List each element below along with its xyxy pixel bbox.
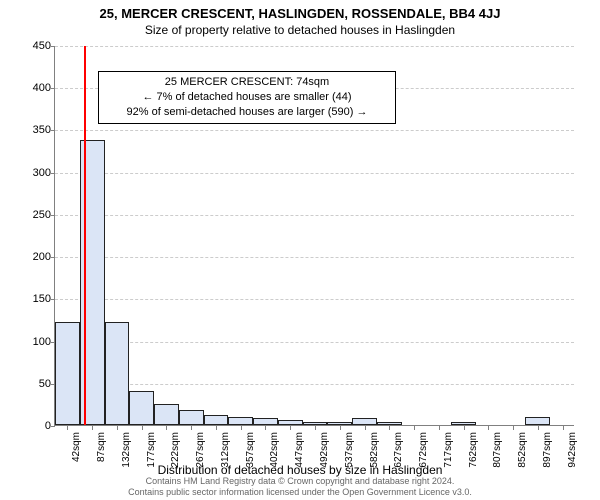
x-tick-mark: [191, 426, 192, 430]
y-tick-mark: [51, 215, 55, 216]
x-tick-mark: [241, 426, 242, 430]
y-tick-mark: [51, 173, 55, 174]
x-tick-label: 177sqm: [146, 430, 157, 468]
gridline: [55, 173, 574, 174]
x-tick-mark: [67, 426, 68, 430]
x-tick-label: 852sqm: [517, 430, 528, 468]
histogram-bar: [327, 422, 352, 425]
histogram-bar: [55, 322, 80, 425]
gridline: [55, 384, 574, 385]
histogram-bar: [105, 322, 130, 425]
x-tick-label: 357sqm: [245, 430, 256, 468]
chart-title-main: 25, MERCER CRESCENT, HASLINGDEN, ROSSEND…: [0, 0, 600, 21]
x-tick-mark: [265, 426, 266, 430]
x-tick-mark: [315, 426, 316, 430]
chart-area: 05010015020025030035040045042sqm87sqm132…: [54, 46, 574, 426]
gridline: [55, 257, 574, 258]
x-tick-label: 492sqm: [319, 430, 330, 468]
x-tick-mark: [365, 426, 366, 430]
histogram-bar: [129, 391, 154, 425]
gridline: [55, 215, 574, 216]
gridline: [55, 342, 574, 343]
histogram-bar: [451, 422, 476, 425]
gridline: [55, 46, 574, 47]
x-tick-label: 87sqm: [96, 430, 107, 462]
y-tick-mark: [51, 426, 55, 427]
x-tick-mark: [513, 426, 514, 430]
y-tick-mark: [51, 46, 55, 47]
histogram-bar: [228, 417, 253, 425]
x-tick-label: 807sqm: [492, 430, 503, 468]
x-tick-mark: [414, 426, 415, 430]
x-tick-label: 267sqm: [195, 430, 206, 468]
x-tick-mark: [488, 426, 489, 430]
x-tick-label: 762sqm: [468, 430, 479, 468]
x-tick-label: 402sqm: [269, 430, 280, 468]
x-tick-label: 447sqm: [294, 430, 305, 468]
y-tick-mark: [51, 257, 55, 258]
gridline: [55, 299, 574, 300]
property-marker-line: [84, 46, 86, 425]
x-tick-label: 42sqm: [71, 430, 82, 462]
footer-line1: Contains HM Land Registry data © Crown c…: [0, 476, 600, 487]
x-tick-label: 537sqm: [344, 430, 355, 468]
footer-attribution: Contains HM Land Registry data © Crown c…: [0, 476, 600, 498]
histogram-bar: [278, 420, 303, 425]
histogram-bar: [204, 415, 229, 425]
x-tick-label: 132sqm: [121, 430, 132, 468]
x-tick-mark: [290, 426, 291, 430]
x-tick-mark: [166, 426, 167, 430]
x-tick-mark: [439, 426, 440, 430]
x-tick-mark: [538, 426, 539, 430]
x-tick-mark: [563, 426, 564, 430]
annotation-line3: 92% of semi-detached houses are larger (…: [105, 105, 389, 120]
y-tick-mark: [51, 130, 55, 131]
annotation-box: 25 MERCER CRESCENT: 74sqm ← 7% of detach…: [98, 71, 396, 124]
x-tick-mark: [389, 426, 390, 430]
histogram-bar: [154, 404, 179, 425]
x-tick-mark: [92, 426, 93, 430]
annotation-line1: 25 MERCER CRESCENT: 74sqm: [105, 75, 389, 90]
histogram-bar: [303, 422, 328, 425]
annotation-line2: ← 7% of detached houses are smaller (44): [105, 90, 389, 105]
histogram-bar: [253, 418, 278, 425]
histogram-bar: [525, 417, 550, 425]
x-tick-label: 897sqm: [542, 430, 553, 468]
x-tick-label: 312sqm: [220, 430, 231, 468]
footer-line3: Contains public sector information licen…: [0, 487, 600, 498]
x-tick-mark: [117, 426, 118, 430]
x-tick-mark: [142, 426, 143, 430]
x-tick-label: 222sqm: [170, 430, 181, 468]
histogram-bar: [179, 410, 204, 425]
x-tick-label: 672sqm: [418, 430, 429, 468]
histogram-bar: [352, 418, 377, 425]
x-tick-mark: [464, 426, 465, 430]
y-tick-mark: [51, 299, 55, 300]
x-tick-label: 717sqm: [443, 430, 454, 468]
gridline: [55, 130, 574, 131]
chart-title-sub: Size of property relative to detached ho…: [0, 21, 600, 37]
x-tick-label: 582sqm: [369, 430, 380, 468]
x-tick-label: 627sqm: [393, 430, 404, 468]
x-tick-mark: [340, 426, 341, 430]
x-axis-label: Distribution of detached houses by size …: [0, 463, 600, 477]
histogram-bar: [377, 422, 402, 425]
y-tick-mark: [51, 88, 55, 89]
x-tick-mark: [216, 426, 217, 430]
x-tick-label: 942sqm: [567, 430, 578, 468]
